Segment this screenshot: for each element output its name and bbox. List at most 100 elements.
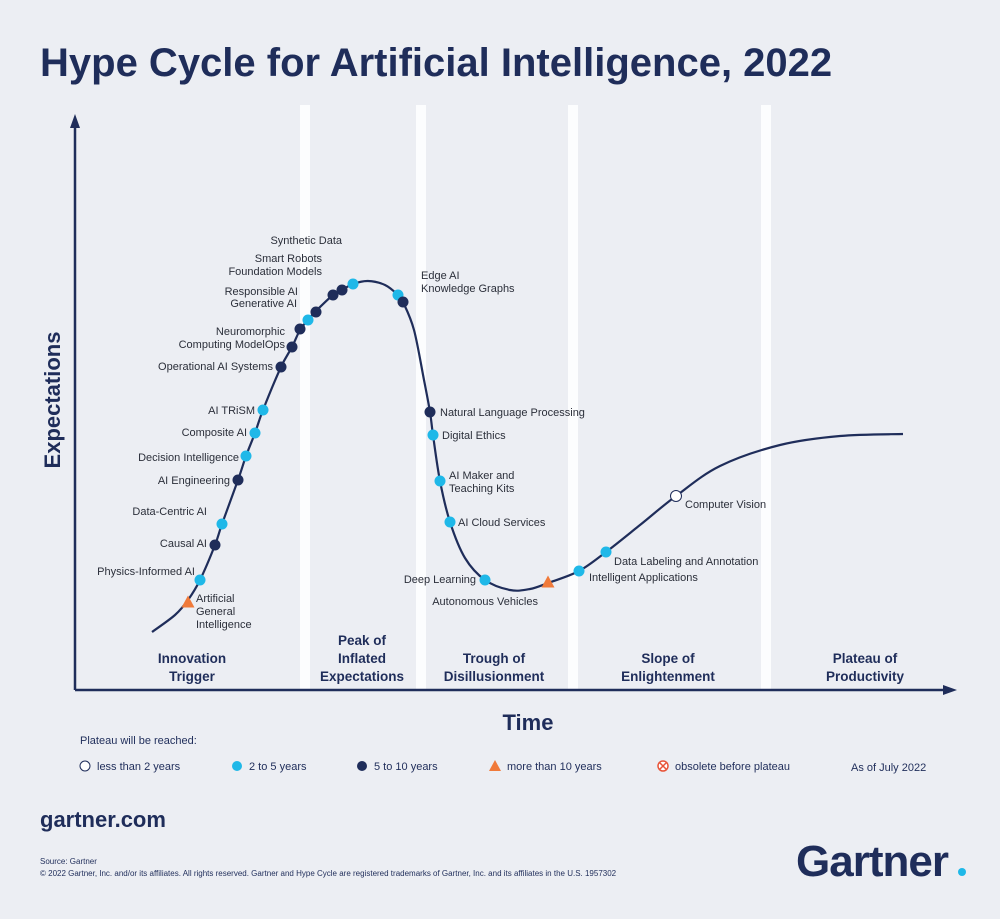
- technology-label: AI Maker and: [449, 470, 514, 482]
- legend-item: more than 10 years: [489, 760, 602, 773]
- phase-label: Trough of: [463, 651, 526, 666]
- marker-triangle: [489, 760, 501, 771]
- phase-bands: [300, 105, 771, 690]
- technology: Knowledge Graphs: [397, 283, 515, 308]
- marker-cyan: [194, 574, 206, 586]
- legend-label: 5 to 10 years: [374, 761, 438, 773]
- technology-label: Generative AI: [230, 298, 297, 310]
- marker-cyan: [232, 761, 242, 771]
- technology-label: Data Labeling and Annotation: [614, 556, 758, 568]
- legend-item: 2 to 5 years: [232, 761, 307, 773]
- technology-label: Teaching Kits: [449, 483, 515, 495]
- technology: AI TRiSM: [208, 404, 269, 417]
- technology: Natural Language Processing: [424, 406, 585, 419]
- marker-cyan: [216, 518, 228, 530]
- marker-navy: [310, 306, 322, 318]
- band: [416, 105, 426, 690]
- legend-title: Plateau will be reached:: [80, 735, 197, 747]
- legend-item: obsolete before plateau: [657, 760, 790, 773]
- marker-navy: [424, 406, 436, 418]
- phase-label: Peak of: [338, 633, 387, 648]
- technology: Operational AI Systems: [158, 361, 287, 373]
- technology: Data Labeling and Annotation: [600, 546, 758, 568]
- marker-navy: [294, 323, 306, 335]
- technology: Generative AI: [230, 298, 314, 326]
- technology-label: Composite AI: [182, 427, 247, 439]
- technology-label: Data-Centric AI: [132, 506, 207, 518]
- technology-label: AI TRiSM: [208, 405, 255, 417]
- technology-label: AI Cloud Services: [458, 517, 546, 529]
- technology: Computer Vision: [670, 490, 766, 511]
- logo-dot: [958, 868, 966, 876]
- technology-label: Neuromorphic: [216, 326, 286, 338]
- phase-label: Slope of: [641, 651, 695, 666]
- legend-item: less than 2 years: [79, 760, 181, 773]
- technology: Decision Intelligence: [138, 450, 252, 464]
- technology: Foundation Models: [228, 266, 339, 301]
- marker-navy: [209, 539, 221, 551]
- technology: Causal AI: [160, 538, 221, 551]
- marker-navy: [232, 474, 244, 486]
- marker-cross: [659, 762, 667, 770]
- marker-cyan: [302, 314, 314, 326]
- marker-navy: [357, 761, 367, 771]
- marker-cyan: [427, 429, 439, 441]
- band: [300, 105, 310, 690]
- copyright: © 2022 Gartner, Inc. and/or its affiliat…: [40, 869, 617, 878]
- technology-label: Artificial: [196, 593, 235, 605]
- phase-label: Expectations: [320, 669, 404, 684]
- technology-label: Operational AI Systems: [158, 361, 273, 373]
- technology-label: AI Engineering: [158, 475, 230, 487]
- marker-navy: [336, 284, 348, 296]
- technology-label: Physics-Informed AI: [97, 566, 195, 578]
- marker-cyan: [479, 574, 491, 586]
- marker-cyan: [249, 427, 261, 439]
- legend-item: 5 to 10 years: [357, 761, 438, 773]
- technology-label: Decision Intelligence: [138, 452, 239, 464]
- technology-label: Responsible AI: [225, 286, 298, 298]
- marker-triangle: [181, 595, 195, 608]
- technology-label: Knowledge Graphs: [421, 283, 515, 295]
- phase-label: Inflated: [338, 651, 386, 666]
- technology-label: Computing ModelOps: [179, 339, 286, 351]
- technology-label: Intelligent Applications: [589, 572, 698, 584]
- technology-label: General: [196, 606, 235, 618]
- legend-label: less than 2 years: [97, 761, 181, 773]
- technology-label: Smart Robots: [255, 253, 323, 265]
- title: Hype Cycle for Artificial Intelligence, …: [40, 41, 832, 85]
- technology-label: Edge AI: [421, 270, 460, 282]
- marker-white: [670, 490, 682, 502]
- band: [568, 105, 578, 690]
- marker-white: [79, 760, 91, 772]
- marker-cyan: [434, 475, 446, 487]
- technology: Composite AI: [182, 427, 261, 439]
- phase-label: Disillusionment: [444, 669, 545, 684]
- technology-label: Autonomous Vehicles: [432, 596, 538, 608]
- arrow: [70, 114, 80, 128]
- marker-obsolete: [657, 760, 669, 772]
- marker-cyan: [240, 450, 252, 462]
- technology: Smart Robots: [255, 253, 348, 296]
- website: gartner.com: [40, 807, 166, 832]
- axes: [70, 114, 957, 695]
- technology-label: Computer Vision: [685, 499, 766, 511]
- technology: AI Engineering: [158, 474, 244, 487]
- technology: Synthetic Data: [270, 235, 359, 290]
- technology-label: Foundation Models: [228, 266, 322, 278]
- phase-label: Enlightenment: [621, 669, 715, 684]
- marker-navy: [397, 296, 409, 308]
- legend-label: more than 10 years: [507, 761, 602, 773]
- marker-navy: [327, 289, 339, 301]
- arrow: [943, 685, 957, 695]
- technology: Deep Learning: [404, 574, 491, 586]
- logo: Gartner: [796, 837, 949, 886]
- source: Source: Gartner: [40, 857, 97, 866]
- y-axis-label: Expectations: [40, 332, 65, 469]
- technology-label: Synthetic Data: [270, 235, 342, 247]
